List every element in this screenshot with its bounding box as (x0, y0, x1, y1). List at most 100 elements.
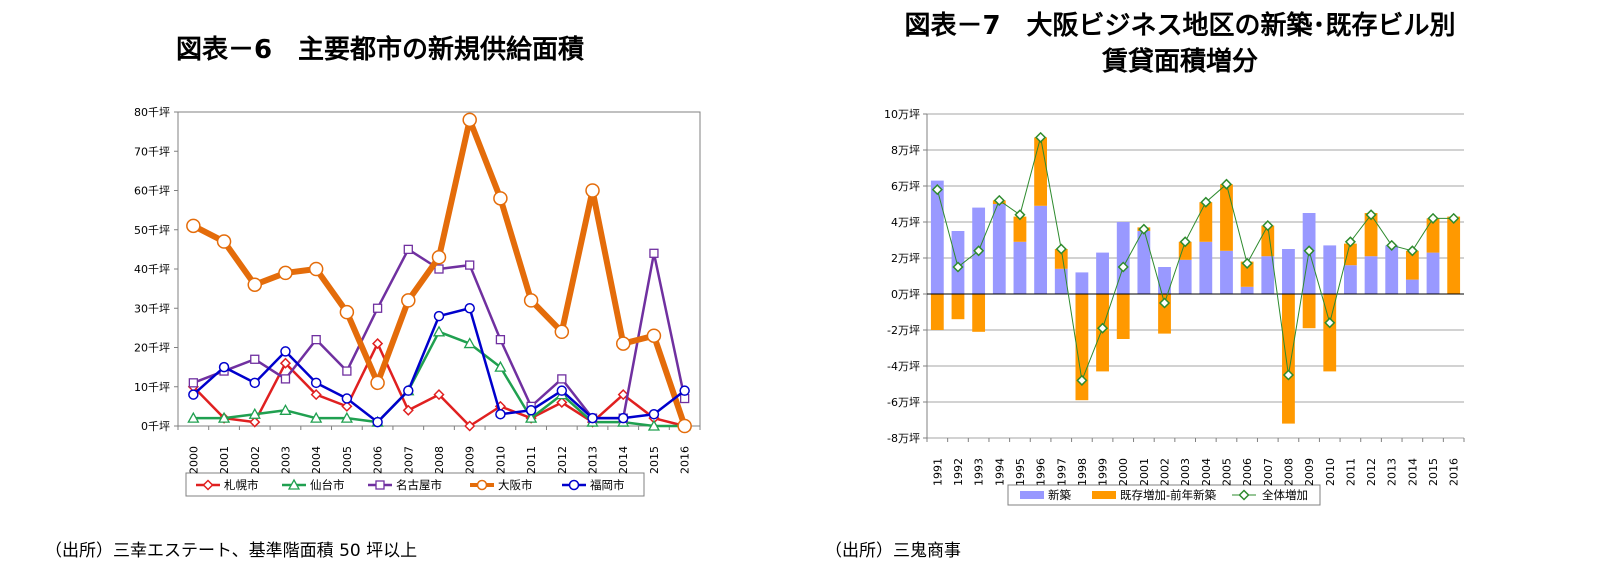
bar-new (992, 204, 1006, 294)
data-point (1117, 261, 1129, 273)
data-point (495, 408, 506, 420)
data-point (310, 411, 323, 423)
legend-marker (375, 480, 385, 490)
x-tick-label: 1994 (993, 458, 1006, 486)
data-point (249, 416, 261, 428)
legend-marker (476, 479, 488, 491)
x-tick-label: 2010 (1324, 458, 1337, 486)
bar-existing (930, 294, 944, 330)
bar-new (1178, 259, 1192, 294)
data-point (431, 249, 447, 265)
data-point (1035, 131, 1047, 143)
data-point (523, 293, 539, 308)
data-point (464, 420, 476, 432)
x-tick-label: 2013 (587, 446, 600, 474)
legend-marker (202, 479, 214, 491)
data-point (1344, 236, 1356, 248)
data-point (308, 261, 324, 277)
chart-title-right-line1: 図表－7 大阪ビジネス地区の新築･既存ビル別 (904, 11, 1456, 41)
data-point (1406, 245, 1418, 257)
x-tick-label: 2001 (218, 446, 231, 474)
x-tick-label: 1993 (973, 458, 986, 486)
data-point (372, 416, 383, 428)
x-tick-label: 2003 (1179, 458, 1192, 486)
bar-existing (1013, 216, 1027, 242)
bar-new (1199, 241, 1213, 294)
bar-existing (1302, 294, 1316, 329)
bar-existing (1447, 216, 1461, 294)
x-tick-label: 2009 (464, 446, 477, 474)
x-tick-label: 2005 (1220, 458, 1233, 486)
data-point (1055, 243, 1067, 255)
x-tick-label: 2014 (1406, 458, 1419, 486)
data-point (557, 374, 567, 384)
y-tick-label: -4万坪 (887, 360, 920, 373)
series-line (936, 137, 1454, 383)
data-point (186, 218, 201, 234)
x-tick-label: 2003 (279, 446, 292, 474)
y-tick-label: 30千坪 (134, 302, 170, 315)
y-tick-label: -6万坪 (887, 396, 920, 409)
y-tick-label: 50千坪 (134, 224, 170, 237)
x-tick-label: 2007 (1262, 458, 1275, 486)
data-point (494, 360, 507, 372)
legend-label: 福岡市 (590, 478, 625, 492)
data-point (1138, 223, 1150, 235)
data-point (279, 403, 292, 415)
data-point (433, 389, 445, 401)
data-point (217, 411, 231, 423)
y-tick-label: 10千坪 (134, 381, 170, 394)
y-tick-label: 4万坪 (891, 216, 920, 229)
data-point (495, 334, 506, 345)
data-point (525, 405, 537, 416)
bar-new (1282, 249, 1295, 294)
legend-marker (1238, 489, 1250, 501)
bar-new (1426, 252, 1440, 294)
series-大阪市 (186, 112, 692, 434)
bar-existing (951, 294, 965, 320)
bar-new (1261, 256, 1275, 294)
bar-new (1034, 205, 1047, 294)
data-point (615, 336, 631, 351)
legend-left (185, 472, 645, 497)
source-right: （出所）三鬼商事 (825, 541, 961, 561)
legend-swatch (1092, 491, 1116, 499)
data-point (280, 374, 291, 384)
data-point (247, 277, 263, 292)
chart-title-left: 図表－6 主要都市の新規供給面積 (175, 35, 585, 65)
data-point (341, 393, 353, 404)
data-point (646, 328, 662, 343)
series-札幌市 (187, 338, 691, 432)
data-point (1200, 196, 1212, 208)
x-tick-label: 2016 (679, 446, 692, 474)
x-tick-label: 2009 (1303, 458, 1316, 486)
data-point (1158, 297, 1171, 309)
data-point (433, 310, 445, 322)
y-tick-label: 8万坪 (891, 144, 920, 157)
x-tick-label: 1995 (1014, 458, 1027, 486)
bar-new (1054, 268, 1068, 294)
data-point (465, 260, 475, 270)
bar-new (1220, 250, 1233, 294)
x-tick-label: 2006 (1241, 458, 1254, 486)
x-tick-label: 2007 (402, 446, 415, 474)
data-point (402, 404, 414, 416)
data-point (493, 191, 508, 206)
series-仙台市 (187, 325, 691, 431)
y-tick-label: 0万坪 (891, 288, 920, 301)
data-point (617, 412, 629, 424)
y-tick-label: 0千坪 (141, 420, 170, 433)
bar-new (1075, 272, 1089, 294)
data-point (279, 357, 292, 369)
bar-new (1385, 245, 1399, 294)
legend-label: 札幌市 (224, 478, 259, 492)
y-tick-label: 2万坪 (891, 252, 920, 265)
y-tick-label: -8万坪 (887, 432, 920, 445)
series-line (193, 330, 685, 428)
bar-new (1013, 241, 1027, 294)
x-tick-label: 2016 (1448, 458, 1461, 486)
data-point (218, 361, 230, 373)
data-point (1282, 369, 1295, 381)
data-point (187, 411, 200, 423)
x-tick-label: 2001 (1138, 458, 1151, 486)
